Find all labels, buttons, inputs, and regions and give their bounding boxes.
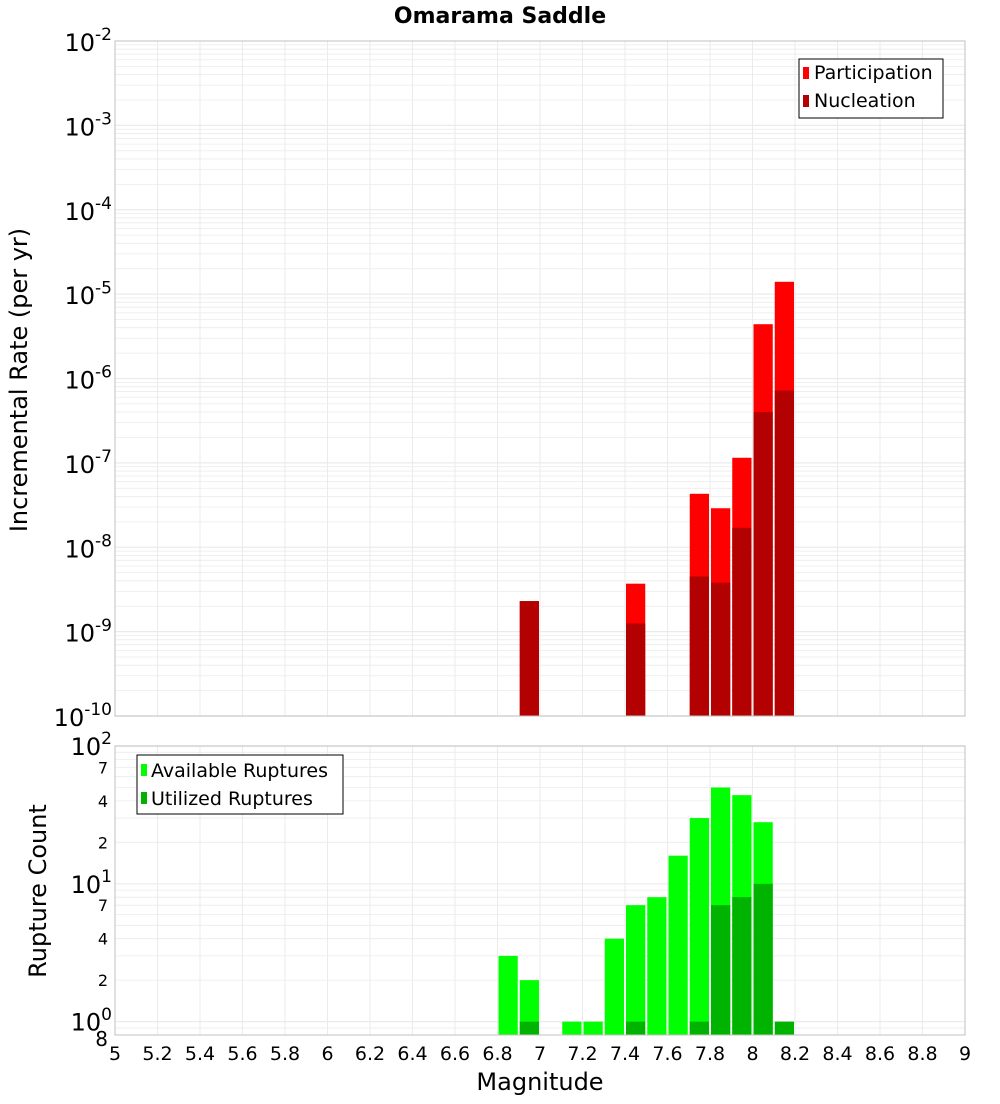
top-plot-frame	[114, 40, 966, 717]
nucleation-legend-swatch	[803, 95, 809, 107]
nucleation-bar	[626, 623, 646, 716]
participation-legend-label: Participation	[814, 62, 933, 84]
x-ticks: 5 5.2 5.4 5.6 5.8 6 6.2 6.4 6.6 6.8 7 7.2 7.4 7.6 7.8 8…	[109, 1043, 971, 1065]
x-tick-label: 9	[959, 1043, 971, 1065]
available-ruptures-bar	[519, 980, 539, 1035]
available-ruptures-bar	[689, 818, 709, 1035]
available-ruptures-bar	[604, 938, 624, 1035]
nucleation-bar	[519, 601, 539, 716]
top-grid	[114, 41, 966, 717]
utilized-legend-swatch	[141, 792, 147, 804]
nucleation-bar	[732, 527, 752, 716]
available-ruptures-bar	[668, 855, 688, 1035]
top-legend: Participation Nucleation	[798, 58, 944, 119]
x-tick-label: 6.8	[482, 1043, 512, 1065]
bottom-y-tick-label: 4	[98, 792, 108, 811]
utilized-ruptures-bar	[519, 1021, 539, 1035]
top-y-ticks: 10-10 10-9 10-8 10-7 10-6 10-5 10-4 10-3 10-2	[54, 25, 112, 732]
top-y-tick-label: 10-8	[65, 531, 113, 563]
top-y-tick-label: 10-2	[65, 25, 113, 57]
utilized-ruptures-bar	[732, 897, 752, 1035]
x-tick-label: 8.8	[907, 1043, 937, 1065]
chart-title: Omarama Saddle	[394, 4, 606, 29]
available-ruptures-bar	[647, 897, 667, 1035]
x-tick-label: 5	[109, 1043, 121, 1065]
x-tick-label: 6	[321, 1043, 333, 1065]
bottom-y-tick-label: 2	[98, 833, 108, 852]
utilized-ruptures-bar	[626, 1021, 646, 1035]
utilized-legend-label: Utilized Ruptures	[151, 788, 313, 810]
top-y-tick-label: 10-9	[65, 616, 113, 648]
x-tick-label: 6.6	[440, 1043, 470, 1065]
top-y-tick-label: 10-3	[65, 110, 113, 142]
top-panel: 10-10 10-9 10-8 10-7 10-6 10-5 10-4 10-3 10-2 In…	[5, 25, 966, 732]
available-ruptures-bar	[583, 1021, 603, 1035]
top-y-tick-label: 10-4	[65, 194, 113, 226]
nucleation-legend-label: Nucleation	[814, 90, 916, 112]
available-legend-label: Available Ruptures	[151, 760, 328, 782]
bottom-y-tick-label: 100	[71, 1005, 112, 1037]
x-tick-label: 8.6	[865, 1043, 895, 1065]
bottom-legend-box	[136, 754, 344, 815]
nucleation-bar	[774, 390, 794, 716]
bottom-y-tick-label: 102	[71, 729, 112, 761]
bottom-legend: Available Ruptures Utilized Ruptures	[136, 754, 344, 815]
bottom-plot-frame	[114, 745, 966, 1036]
available-ruptures-bar	[498, 955, 518, 1035]
x-tick-label: 7.8	[695, 1043, 725, 1065]
x-tick-label: 5.2	[142, 1043, 172, 1065]
top-y-tick-label: 10-7	[65, 447, 113, 479]
x-axis-label: Magnitude	[476, 1068, 603, 1096]
bottom-y-axis-label: Rupture Count	[24, 804, 52, 978]
top-bars	[519, 281, 794, 716]
x-tick-label: 5.6	[227, 1043, 257, 1065]
bottom-bars	[498, 787, 794, 1035]
available-ruptures-bar	[562, 1021, 582, 1035]
top-y-axis-label: Incremental Rate (per yr)	[5, 228, 33, 532]
x-tick-label: 5.8	[270, 1043, 300, 1065]
x-tick-label: 6.2	[355, 1043, 385, 1065]
utilized-ruptures-bar	[711, 905, 731, 1035]
bottom-y-tick-label: 7	[98, 896, 108, 915]
x-tick-label: 7.6	[652, 1043, 682, 1065]
x-tick-label: 5.4	[185, 1043, 215, 1065]
x-tick-label: 7.4	[610, 1043, 640, 1065]
x-tick-label: 8	[746, 1043, 758, 1065]
bottom-y-tick-label: 8	[95, 1027, 108, 1051]
bottom-y-tick-label: 4	[98, 930, 108, 949]
bottom-y-tick-label: 101	[71, 867, 112, 899]
top-y-tick-label: 10-10	[54, 700, 112, 732]
available-legend-swatch	[141, 764, 147, 776]
x-tick-label: 8.2	[780, 1043, 810, 1065]
utilized-ruptures-bar	[689, 1021, 709, 1035]
nucleation-bar	[689, 576, 709, 716]
x-tick-label: 7.2	[567, 1043, 597, 1065]
participation-legend-swatch	[803, 67, 809, 79]
top-y-tick-label: 10-6	[65, 363, 113, 395]
x-tick-label: 6.4	[397, 1043, 427, 1065]
bottom-y-tick-label: 2	[98, 971, 108, 990]
x-tick-label: 7	[534, 1043, 546, 1065]
nucleation-bar	[753, 412, 773, 716]
utilized-ruptures-bar	[774, 1021, 794, 1035]
top-y-tick-label: 10-5	[65, 278, 113, 310]
bottom-y-tick-label: 7	[98, 758, 108, 777]
x-tick-label: 8.4	[822, 1043, 852, 1065]
nucleation-bar	[711, 582, 731, 716]
utilized-ruptures-bar	[753, 883, 773, 1035]
available-ruptures-bar	[626, 905, 646, 1035]
top-legend-box	[798, 58, 944, 119]
